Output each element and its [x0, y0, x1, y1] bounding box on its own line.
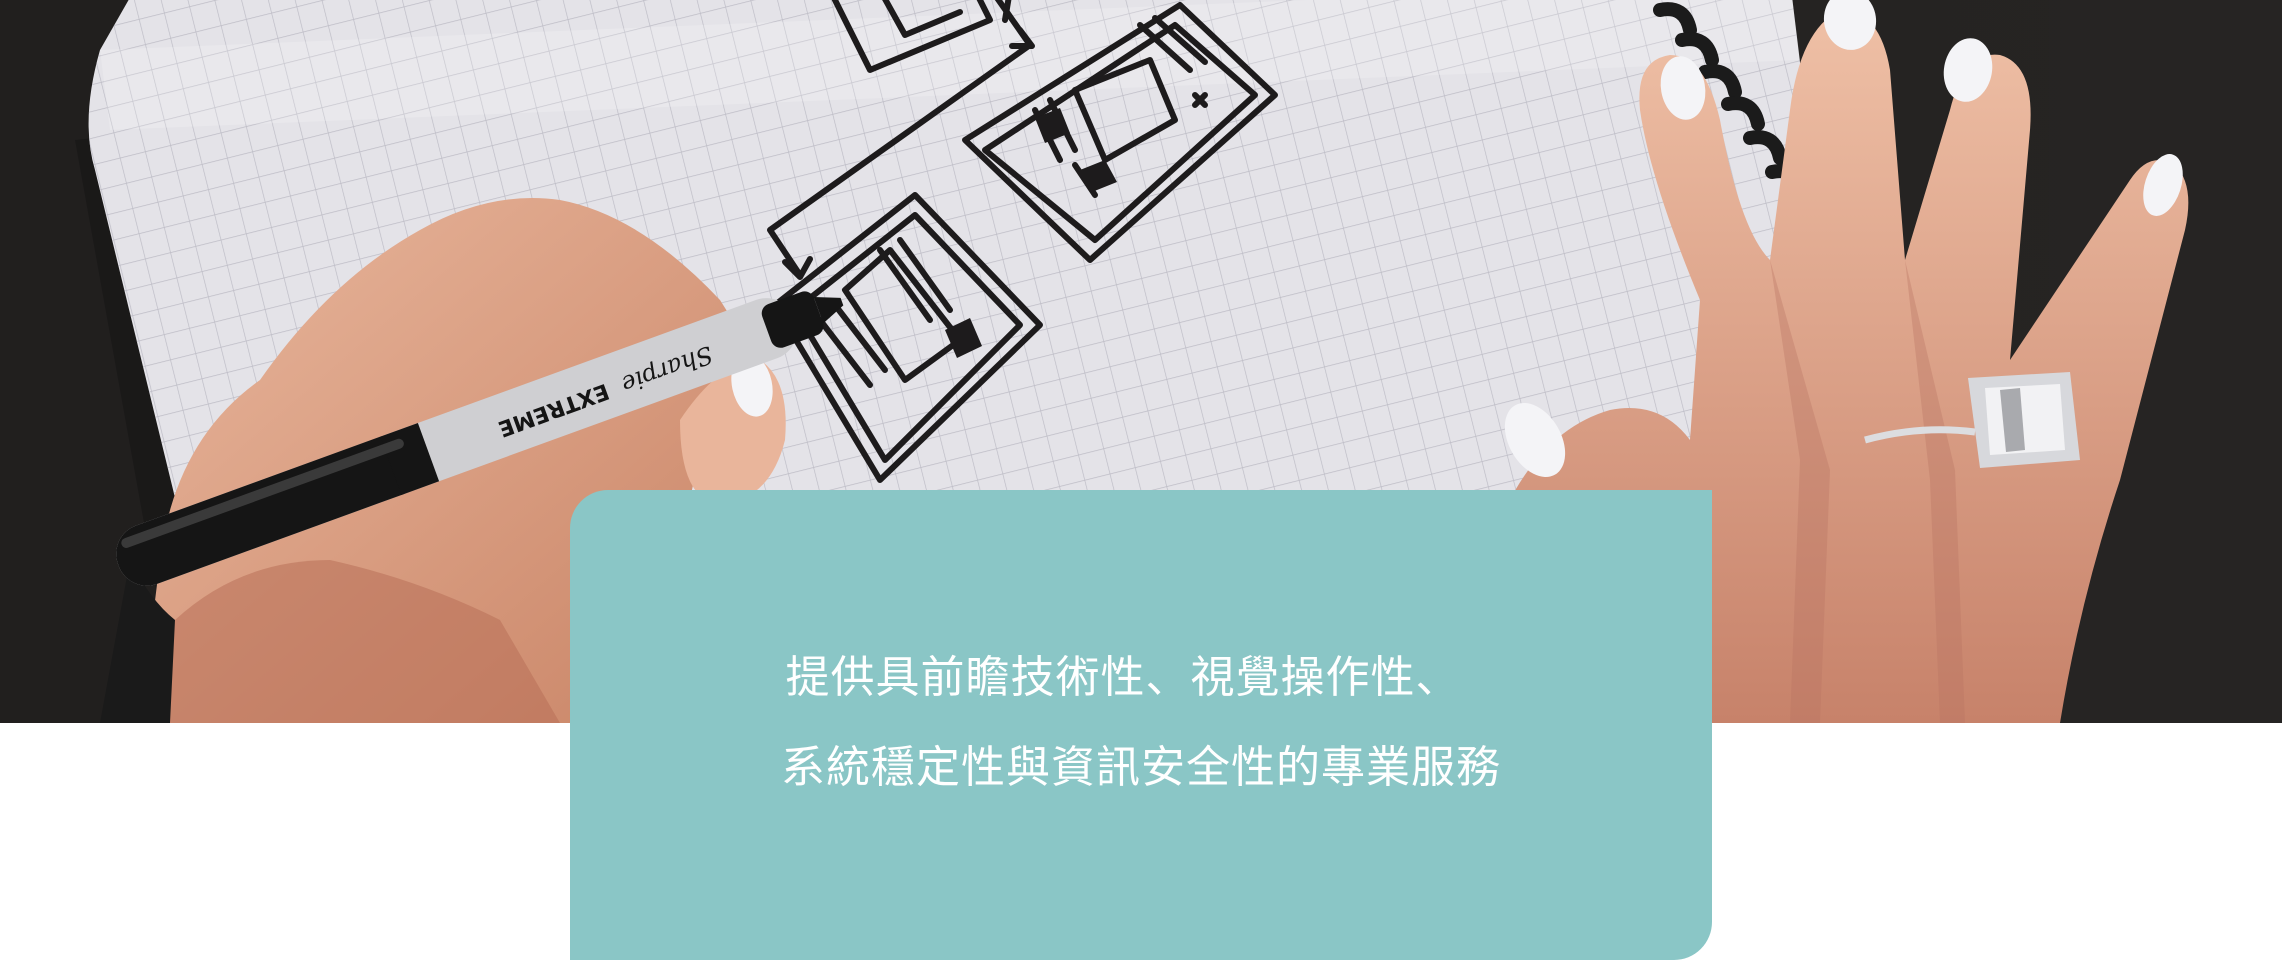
caption-card: 提供具前瞻技術性、視覺操作性、 系統穩定性與資訊安全性的專業服務	[570, 490, 1712, 960]
caption-line-2: 系統穩定性與資訊安全性的專業服務	[781, 742, 1501, 793]
caption-line-1: 提供具前瞻技術性、視覺操作性、	[785, 652, 1461, 703]
